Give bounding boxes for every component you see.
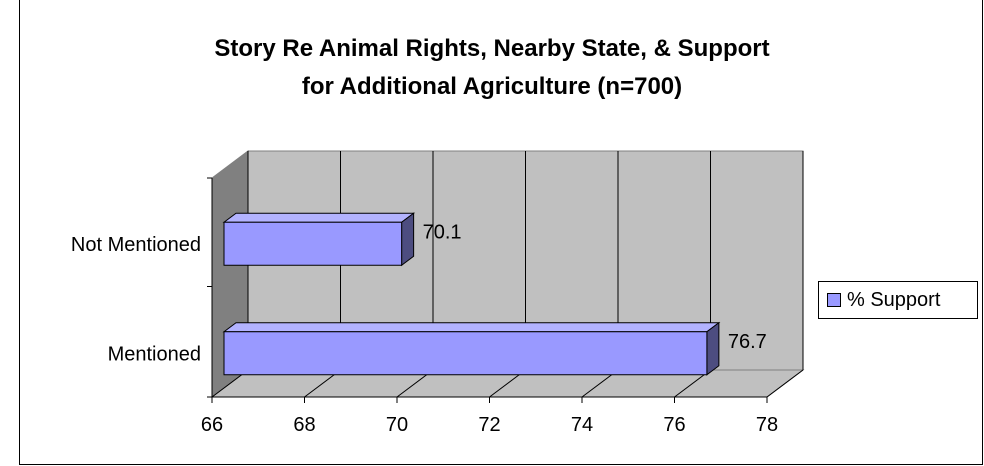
labels: 66 68 70 72 74 76 78 Not Mentioned 70.1 Mentioned…	[71, 221, 778, 436]
bar	[223, 221, 403, 266]
chart-title-line-1: Story Re Animal Rights, Nearby State, & …	[214, 35, 770, 62]
bar-top	[222, 322, 721, 333]
data-label: 70.1	[423, 221, 462, 243]
chart-title-line-2: for Additional Agriculture (n=700)	[301, 73, 683, 100]
bar-side	[706, 321, 720, 376]
bars	[222, 212, 721, 376]
category-label: Not Mentioned	[71, 234, 201, 256]
x-tick-label: 70	[386, 414, 408, 436]
x-tick-label: 74	[571, 414, 593, 436]
bar-side	[401, 212, 415, 267]
category-label: Mentioned	[108, 343, 201, 365]
gridline-floor	[766, 369, 804, 398]
legend-swatch	[827, 293, 841, 307]
chart-frame	[19, 0, 983, 465]
x-tick-label: 78	[756, 414, 778, 436]
x-tick-label: 72	[478, 414, 500, 436]
x-tick-label: 68	[293, 414, 315, 436]
legend: % Support	[818, 281, 978, 319]
legend-label: % Support	[847, 288, 941, 311]
bar	[223, 331, 708, 376]
x-tick-label: 66	[201, 414, 223, 436]
x-tick-label: 76	[663, 414, 685, 436]
bar-top	[222, 212, 416, 223]
data-label: 76.7	[728, 331, 767, 353]
axes	[207, 177, 768, 403]
chart-title: Story Re Animal Rights, Nearby State, & …	[0, 30, 984, 106]
